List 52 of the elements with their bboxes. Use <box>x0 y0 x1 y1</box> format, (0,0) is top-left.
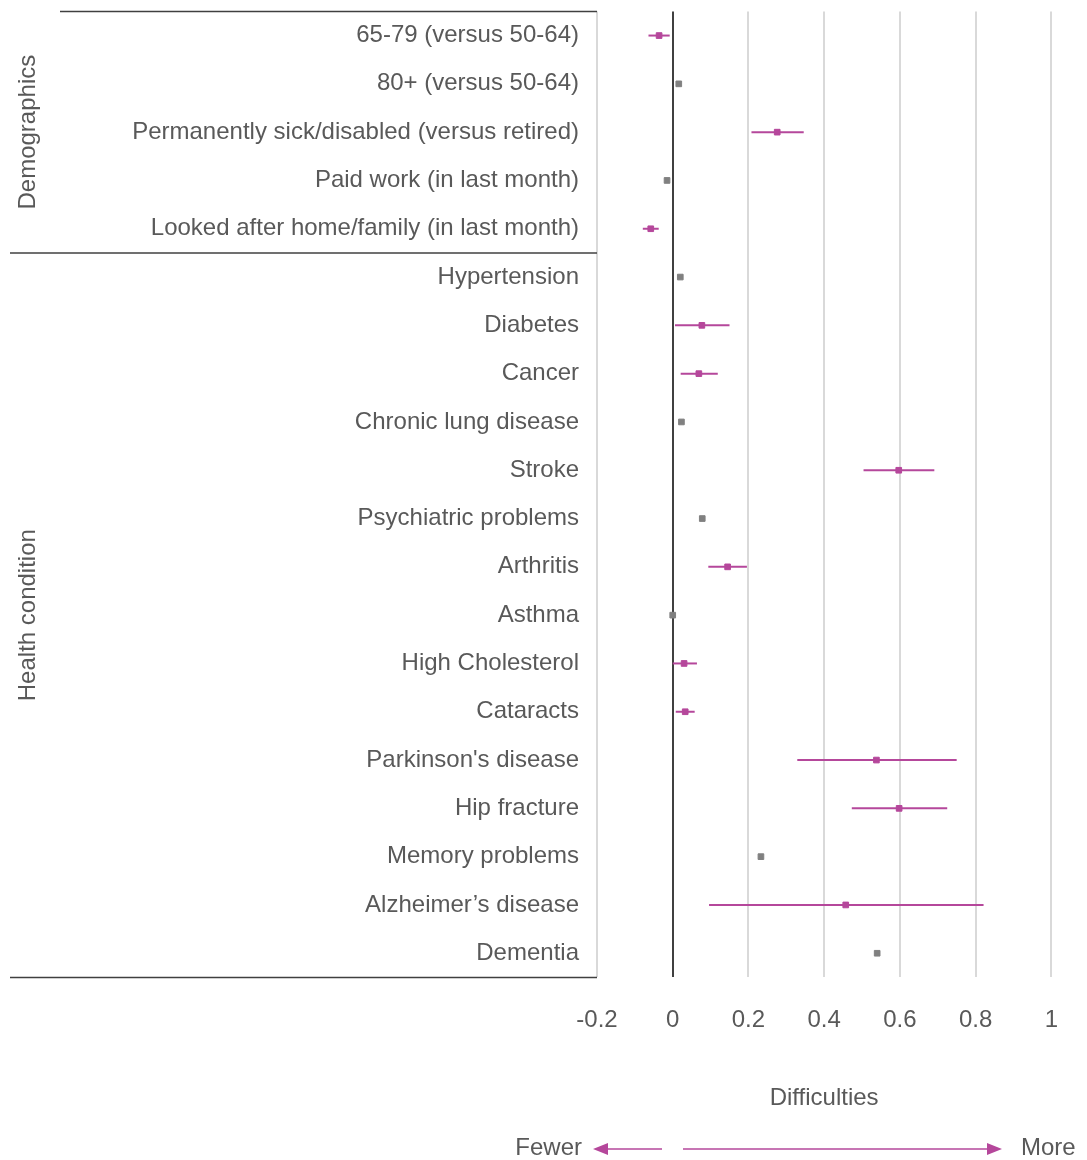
point <box>669 611 677 619</box>
x-tick-label: 1 <box>1044 1005 1059 1033</box>
y-tick-label: High Cholesterol <box>401 648 579 676</box>
point <box>676 273 684 281</box>
y-tick-label: Asthma <box>497 599 580 627</box>
point <box>678 418 685 426</box>
x-tick-label: -0.2 <box>576 1005 618 1033</box>
y-tick-label: Memory problems <box>386 841 579 869</box>
y-tick-label: Looked after home/family (in last month) <box>150 213 579 241</box>
y-tick-label: Parkinson's disease <box>366 744 579 772</box>
point <box>873 949 881 957</box>
x-tick-label: 0 <box>666 1005 680 1033</box>
y-tick-label: 65-79 (versus 50-64) <box>356 20 579 48</box>
point <box>681 708 689 716</box>
x-tick-label: 0.2 <box>731 1005 766 1033</box>
y-tick-label: Cataracts <box>476 696 579 724</box>
point <box>698 515 706 522</box>
text: Health condition <box>12 529 40 702</box>
point <box>873 756 880 764</box>
point <box>675 80 683 88</box>
point <box>663 177 671 184</box>
y-tick-label: Arthritis <box>497 551 579 579</box>
point <box>895 466 903 474</box>
point <box>680 660 688 667</box>
y-tick-label: 80+ (versus 50-64) <box>376 68 579 96</box>
x-tick-label: 0.4 <box>807 1005 841 1033</box>
y-tick-label: Psychiatric problems <box>357 503 579 531</box>
x-axis-title: Difficulties <box>769 1083 879 1111</box>
point <box>695 370 703 377</box>
point <box>647 225 655 233</box>
text: More <box>1021 1132 1076 1160</box>
y-tick-label: Cancer <box>501 358 579 386</box>
y-tick-label: Chronic lung disease <box>354 406 579 434</box>
point <box>757 853 765 860</box>
text: Fewer <box>515 1132 582 1160</box>
y-tick-label: Hip fracture <box>454 792 579 820</box>
point <box>773 128 781 136</box>
point <box>842 901 850 909</box>
x-tick-label: 0.8 <box>958 1005 993 1033</box>
y-tick-label: Alzheimer’s disease <box>365 889 579 917</box>
point <box>724 563 731 571</box>
y-tick-label: Dementia <box>476 937 580 965</box>
point <box>655 32 663 39</box>
y-tick-label: Paid work (in last month) <box>314 165 579 193</box>
x-tick-label: 0.6 <box>883 1005 917 1033</box>
y-tick-label: Stroke <box>509 454 579 482</box>
text: Demographics <box>12 54 40 210</box>
point <box>895 805 903 812</box>
y-tick-label: Permanently sick/disabled (versus retired) <box>132 116 579 144</box>
y-tick-label: Hypertension <box>437 261 579 289</box>
y-tick-label: Diabetes <box>484 309 579 337</box>
point <box>698 322 706 329</box>
